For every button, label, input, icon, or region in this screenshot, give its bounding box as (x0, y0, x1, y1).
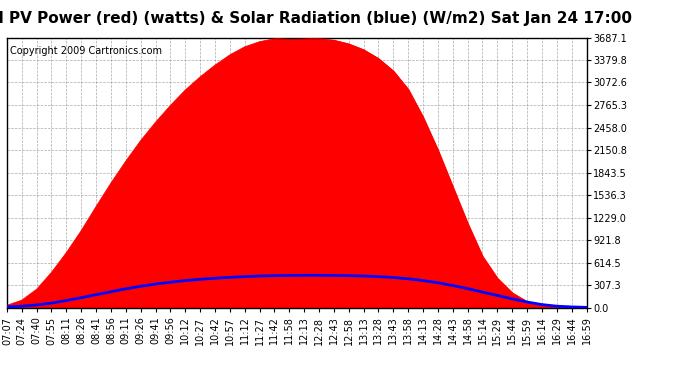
Text: Total PV Power (red) (watts) & Solar Radiation (blue) (W/m2) Sat Jan 24 17:00: Total PV Power (red) (watts) & Solar Rad… (0, 11, 632, 26)
Text: Copyright 2009 Cartronics.com: Copyright 2009 Cartronics.com (10, 46, 161, 56)
